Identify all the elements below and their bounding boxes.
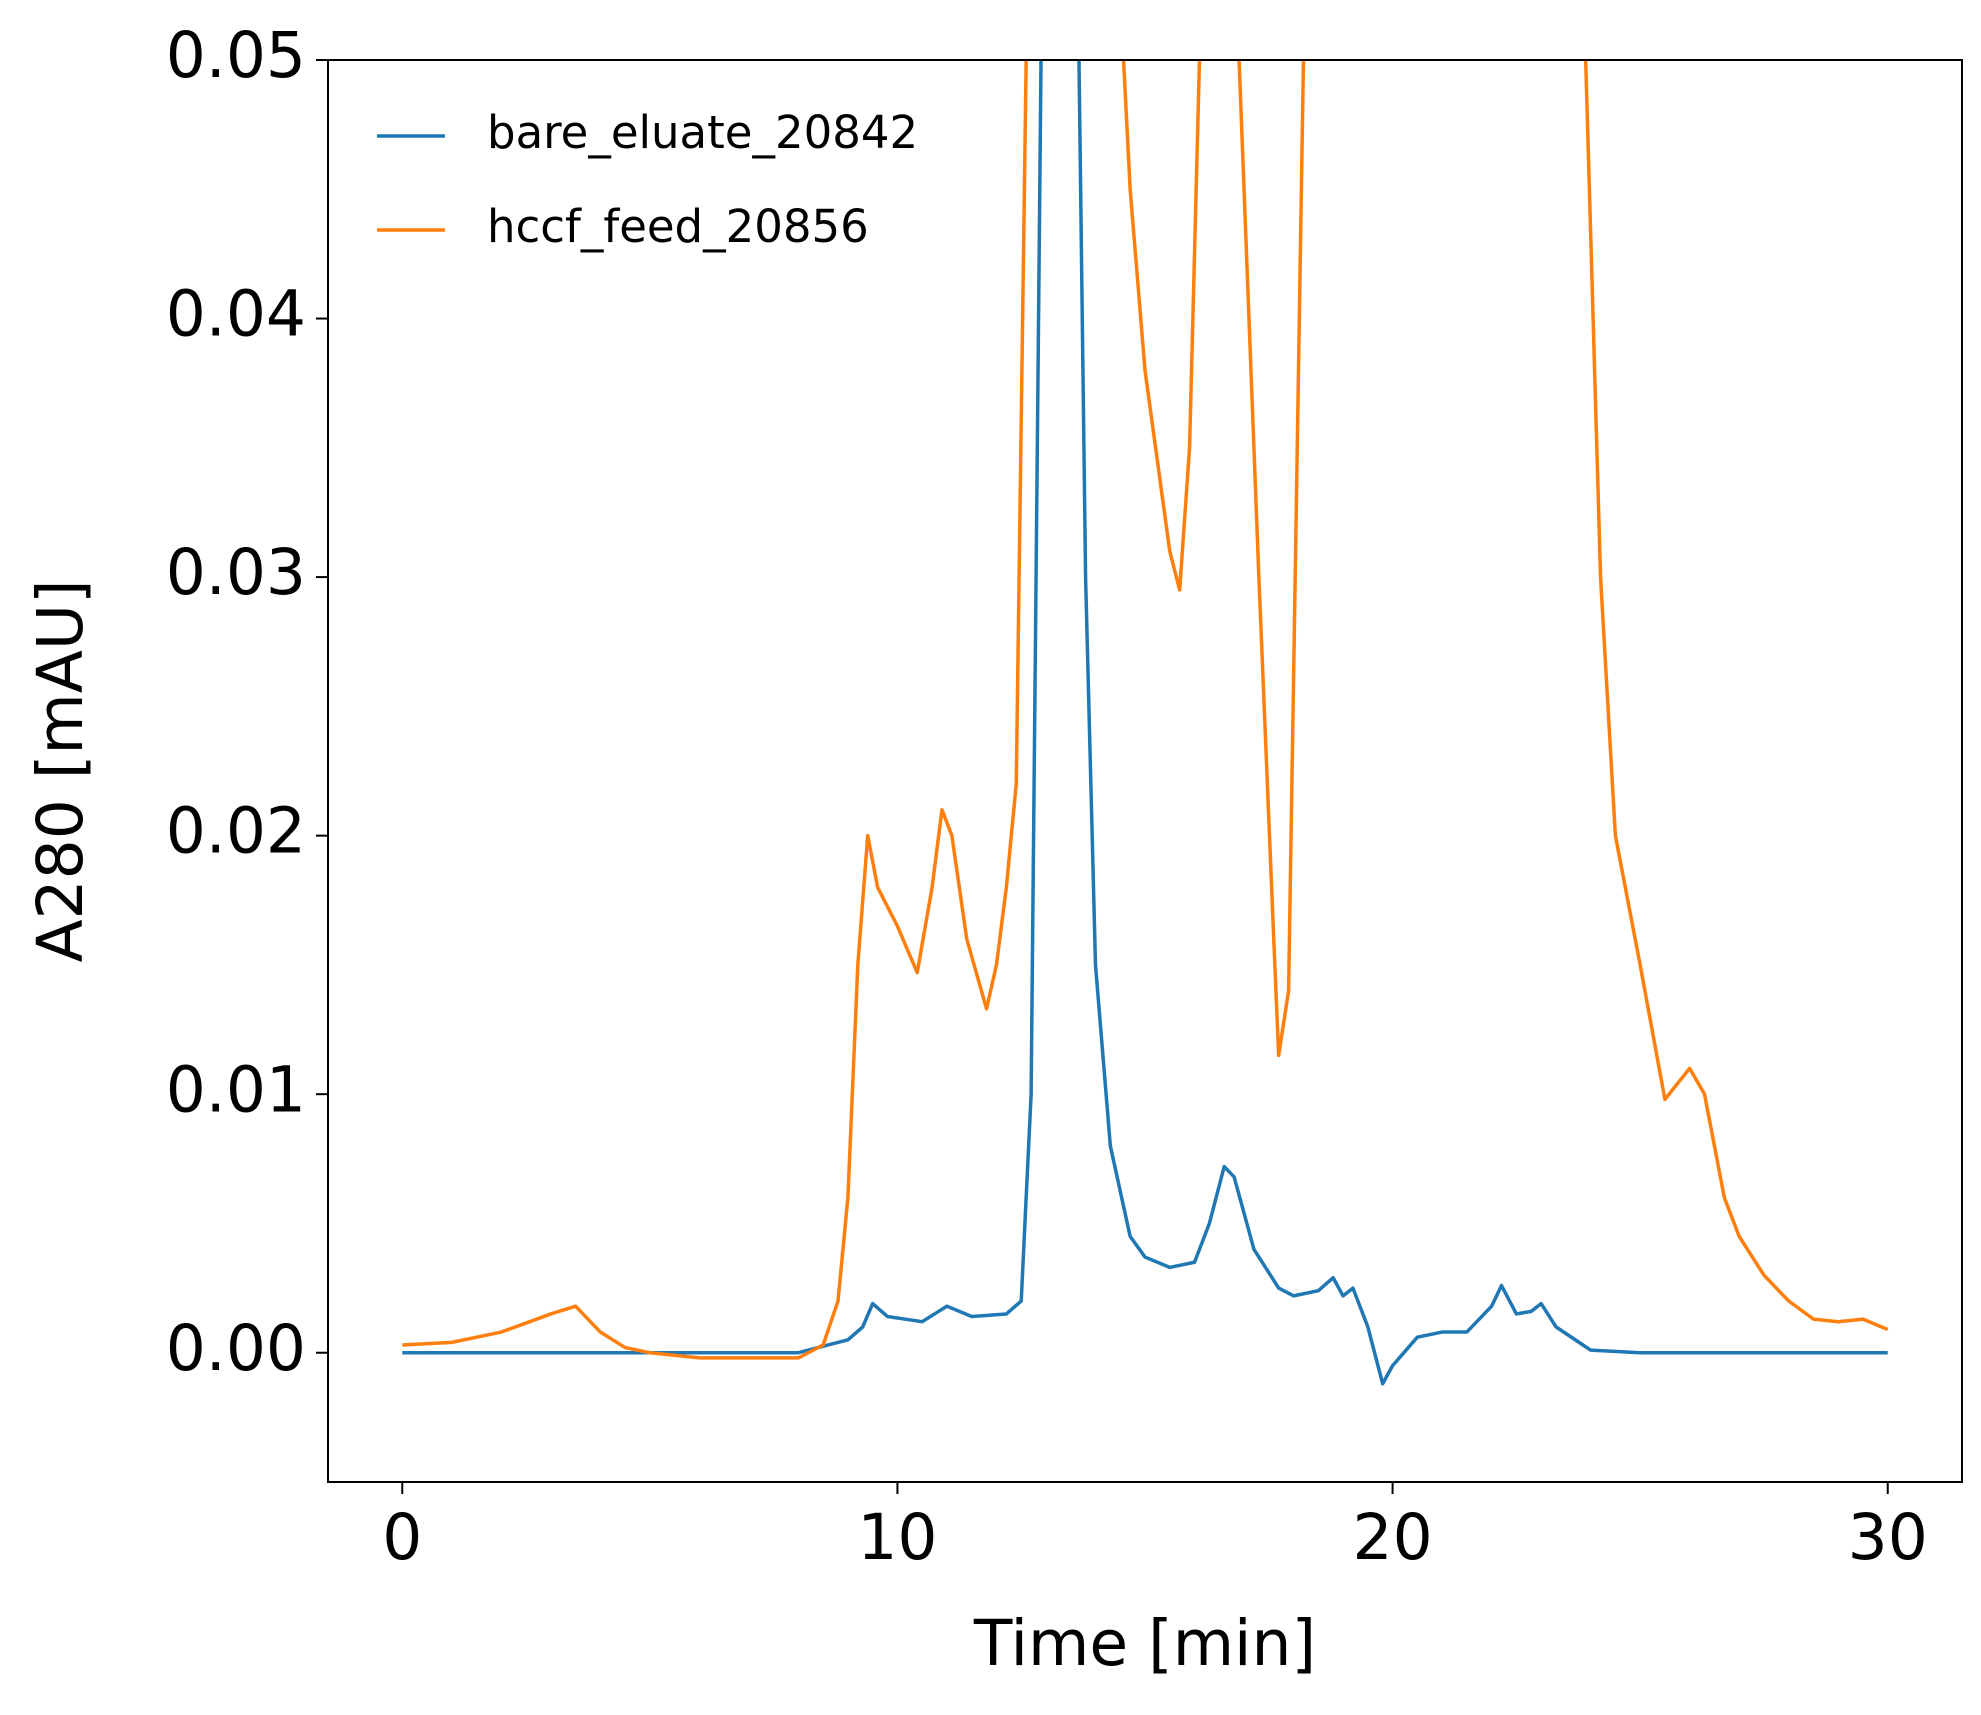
legend-label: bare_eluate_20842 — [487, 106, 918, 159]
y-tick-label: 0.04 — [166, 278, 306, 351]
data-line — [402, 60, 1889, 1360]
x-axis-label: Time [min] — [973, 1607, 1316, 1680]
legend-label: hccf_feed_20856 — [487, 200, 869, 253]
axes-frame — [327, 59, 1963, 1483]
x-tick-label: 10 — [857, 1501, 937, 1574]
y-tick-label: 0.01 — [166, 1053, 306, 1126]
y-tick-label: 0.03 — [166, 536, 306, 609]
y-axis-label: A280 [mAU] — [24, 579, 97, 962]
plot-area — [402, 60, 1889, 1386]
y-tick-label: 0.02 — [166, 795, 306, 868]
y-tick-label: 0.00 — [166, 1312, 306, 1385]
y-tick-label: 0.05 — [166, 19, 306, 92]
x-tick-label: 0 — [382, 1501, 422, 1574]
x-tick-label: 30 — [1848, 1501, 1928, 1574]
x-tick-label: 20 — [1352, 1501, 1432, 1574]
data-line — [402, 60, 1888, 1386]
